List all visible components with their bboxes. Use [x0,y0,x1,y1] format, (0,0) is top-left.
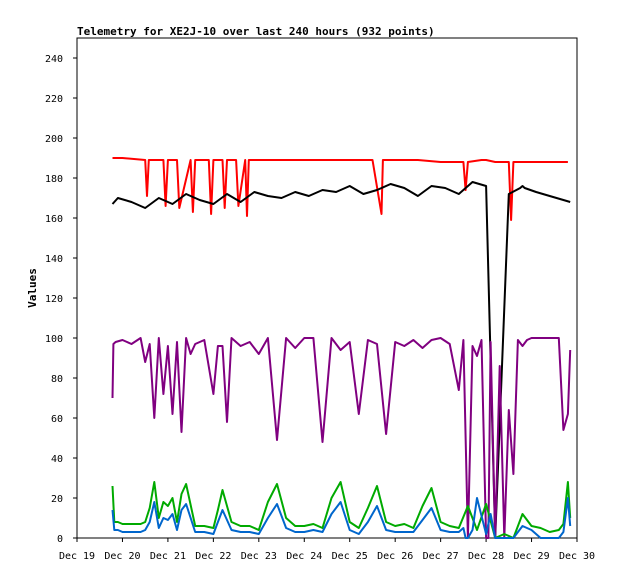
x-tick-label: Dec 25 [332,551,368,562]
y-tick-label: 20 [51,494,63,505]
y-tick-label: 0 [57,534,63,545]
y-tick-label: 200 [45,134,63,145]
chart-title: Telemetry for XE2J-10 over last 240 hour… [77,25,435,38]
x-tick-label: Dec 28 [468,551,504,562]
x-tick-label: Dec 19 [59,551,95,562]
y-tick-label: 220 [45,94,63,105]
x-tick-label: Dec 22 [195,551,231,562]
plot-area-frame [76,37,578,539]
x-tick-label: Dec 29 [513,551,549,562]
y-tick-label: 140 [45,254,63,265]
y-tick-label: 60 [51,414,63,425]
series-line-3 [111,337,572,539]
x-tick-label: Dec 21 [150,551,186,562]
x-axis: Dec 19 Dec 20 Dec 21 Dec 22 Dec 23 Dec 24 Dec … [59,538,595,562]
y-axis-label: Values [26,268,39,308]
y-tick-label: 40 [51,454,63,465]
series-line-5 [111,497,572,539]
y-tick-label: 160 [45,214,63,225]
series-line-2 [111,181,571,539]
y-tick-label: 120 [45,294,63,305]
x-tick-label: Dec 23 [241,551,277,562]
y-tick-label: 80 [51,374,63,385]
series-line-1 [112,157,568,221]
x-tick-label: Dec 27 [423,551,459,562]
y-tick-label: 240 [45,54,63,65]
x-tick-label: Dec 26 [377,551,413,562]
x-tick-label: Dec 30 [559,551,595,562]
y-axis: 0 20 40 60 80 100 120 140 160 180 200 220 240 [45,54,77,545]
y-tick-label: 180 [45,174,63,185]
x-tick-label: Dec 24 [286,551,322,562]
y-tick-label: 100 [45,334,63,345]
data-series-group [111,157,572,539]
x-tick-label: Dec 20 [104,551,140,562]
